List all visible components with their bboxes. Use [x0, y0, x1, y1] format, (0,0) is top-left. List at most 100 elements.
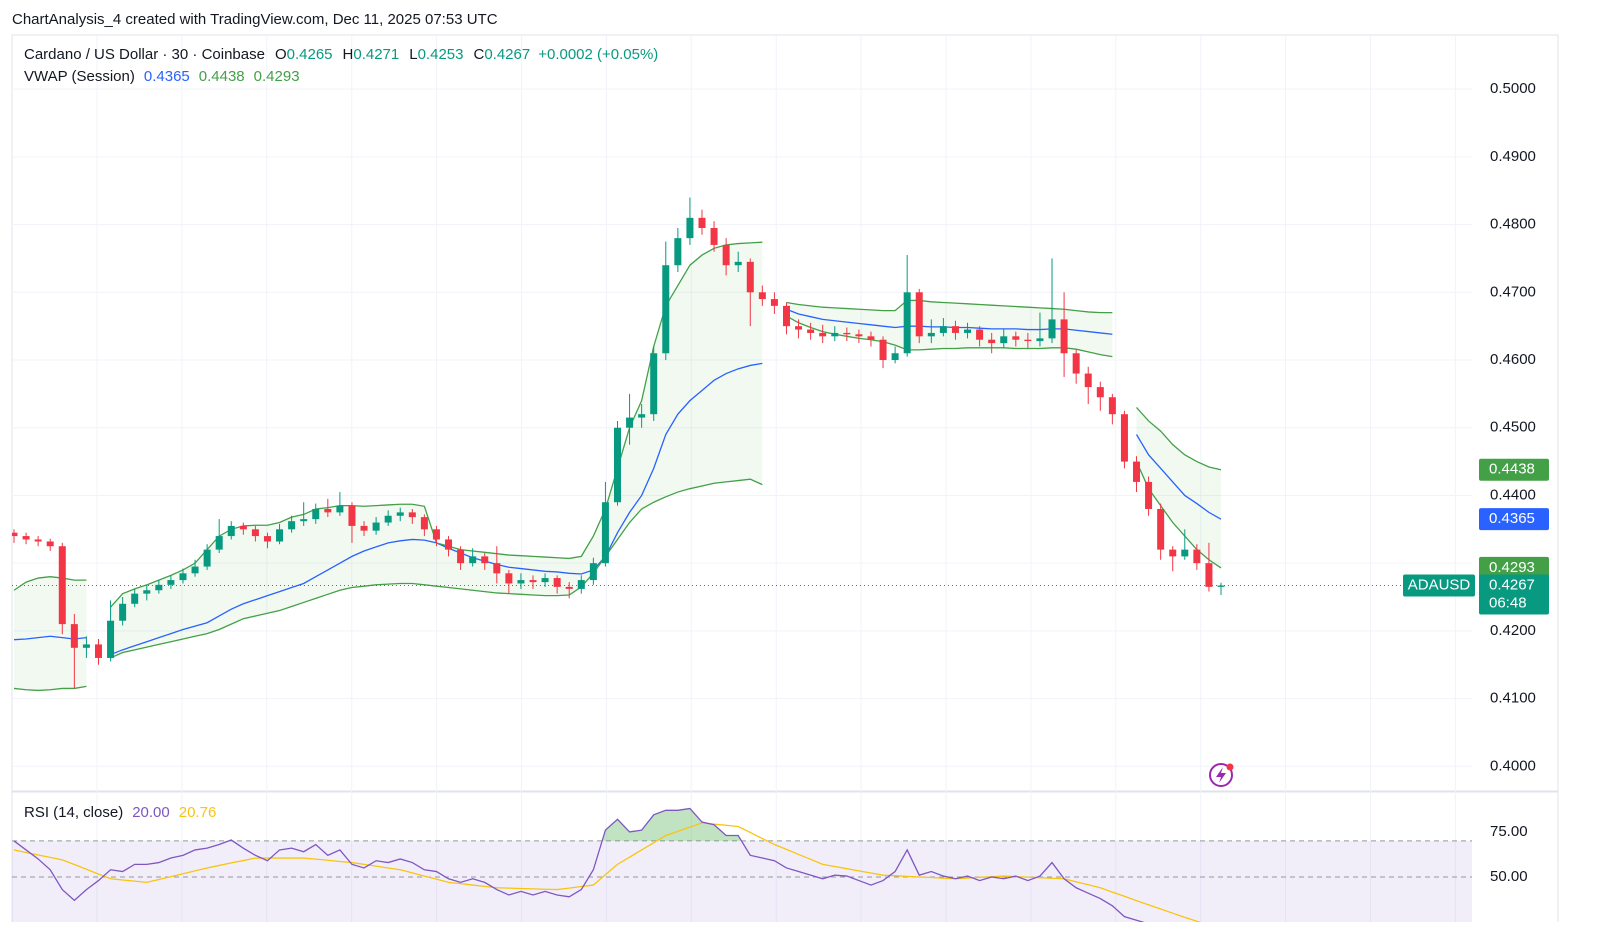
candle [420, 514, 428, 537]
alert-dot[interactable] [1226, 763, 1234, 771]
candle [215, 519, 223, 554]
candle [879, 336, 887, 369]
candle-body [1108, 397, 1116, 415]
candle [312, 503, 320, 524]
plot [12, 88, 1472, 922]
vwap-line [1135, 434, 1222, 520]
candle [505, 569, 513, 594]
alert-ring[interactable] [1209, 763, 1233, 787]
rsi-pane [12, 807, 1472, 922]
candle-body [396, 512, 404, 516]
candle-body [698, 217, 706, 228]
candle [614, 420, 621, 506]
candle-body [324, 508, 332, 513]
candle [336, 492, 344, 516]
symbol-title: Cardano / US Dollar · 30 · Coinbase [24, 46, 265, 63]
candle-body [1012, 336, 1020, 340]
y-tick-label: 0.4100 [1490, 690, 1536, 707]
candle [903, 255, 911, 357]
candle-body [951, 326, 959, 333]
candle-body [348, 505, 356, 526]
candle-body [420, 517, 428, 530]
candle [770, 292, 778, 314]
candle [517, 573, 525, 589]
candle [34, 536, 42, 547]
vwap-band-line [13, 576, 87, 591]
candle-body [517, 580, 525, 584]
candle-body [22, 536, 30, 540]
candle [855, 329, 863, 344]
candle [1024, 332, 1032, 348]
candle-body [819, 332, 827, 337]
candle-body [795, 326, 803, 330]
candle-body [662, 265, 670, 354]
candle-body [722, 244, 730, 266]
candle [203, 544, 211, 570]
candle-body [1217, 585, 1225, 587]
frame [11, 34, 1559, 927]
candle-body [638, 414, 646, 418]
candle [807, 322, 815, 340]
candle-body [1205, 563, 1213, 587]
candle [58, 542, 66, 635]
y-tick-label: 0.4700 [1490, 283, 1536, 300]
vwap-legend: VWAP (Session) 0.4365 0.4438 0.4293 [24, 68, 300, 85]
candle [819, 324, 827, 344]
ohlc-label: C [473, 46, 484, 63]
candle [143, 584, 151, 601]
candle [722, 238, 730, 276]
rsi-tick-label: 75.00 [1490, 823, 1528, 840]
candle [251, 525, 259, 542]
candle-body [686, 217, 694, 239]
candle [94, 639, 102, 665]
candle-body [227, 525, 235, 537]
candle [734, 251, 742, 272]
vwap-badge-bg [1479, 508, 1549, 531]
candle-body [903, 292, 911, 354]
candle-body [915, 292, 923, 337]
candle [1157, 503, 1165, 560]
alert-bolt[interactable] [1216, 767, 1226, 783]
candle-body [12, 532, 18, 537]
candle-body [855, 334, 863, 337]
candle [191, 559, 199, 577]
candle-body [263, 536, 271, 542]
candle [674, 227, 682, 272]
candle-body [614, 427, 621, 503]
y-tick-label: 0.4000 [1490, 757, 1536, 774]
vwap-band-line [110, 478, 763, 659]
candle [1108, 393, 1116, 425]
y-tick-label: 0.4900 [1490, 148, 1536, 165]
candle [1133, 456, 1141, 493]
chart-title: ChartAnalysis_4 created with TradingView… [12, 11, 498, 28]
candle-body [867, 336, 875, 340]
vwap-lower-badge-bg [1479, 556, 1549, 579]
rsi-overbought-fill [14, 808, 1221, 841]
candle-body [191, 566, 199, 574]
candle-body [1169, 549, 1177, 557]
candle-body [167, 580, 175, 585]
candle [445, 536, 453, 557]
candle-body [300, 519, 308, 522]
candle-body [1133, 461, 1141, 482]
candle [288, 515, 296, 533]
candle [1205, 542, 1213, 592]
candle-body [1193, 549, 1201, 564]
candle-body [988, 339, 996, 344]
symbol-legend: Cardano / US Dollar · 30 · Coinbase O0.42… [24, 46, 658, 63]
candle-body [432, 529, 440, 540]
candle [867, 331, 875, 347]
candle-body [215, 536, 223, 550]
candle [372, 517, 380, 535]
candle [686, 197, 694, 245]
rsi-ma-value: 20.76 [179, 804, 217, 821]
vwap-band-line [786, 315, 1113, 358]
candle [179, 568, 187, 584]
vwap-value: 0.4365 [144, 68, 190, 85]
candle-body [94, 644, 102, 658]
candle-body [674, 238, 682, 266]
candle [119, 597, 127, 626]
candle-body [1024, 339, 1032, 342]
alert-icon[interactable] [1209, 763, 1234, 787]
candle-body [1000, 336, 1008, 344]
